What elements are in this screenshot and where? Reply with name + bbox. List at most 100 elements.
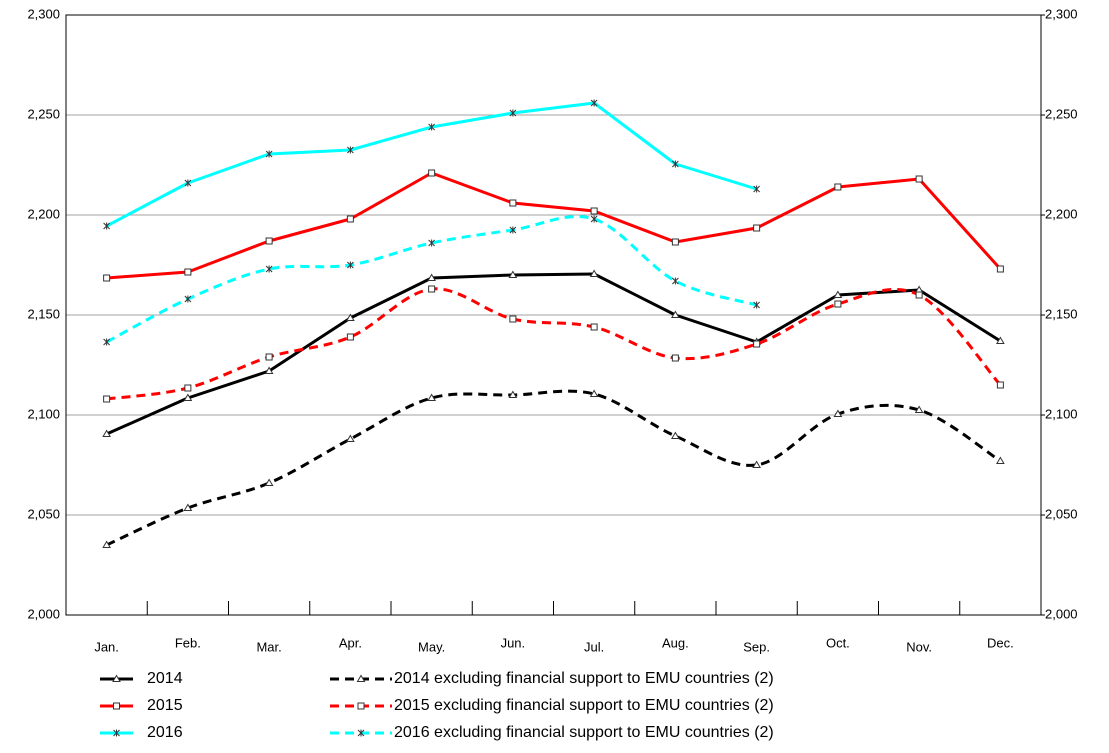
marker [265, 237, 273, 245]
marker [753, 340, 761, 348]
marker [833, 290, 843, 298]
marker [509, 109, 517, 117]
legend-label: 2016 [147, 724, 183, 741]
marker [589, 389, 599, 397]
legend-label: 2016 excluding financial support to EMU … [394, 724, 774, 741]
x-tick-label: Jan. [94, 639, 119, 654]
marker [509, 199, 517, 207]
marker [264, 366, 274, 374]
y2-tick-label: 2,150 [1045, 306, 1078, 321]
marker [102, 429, 111, 437]
marker [184, 295, 192, 303]
y-tick-label: 2,150 [27, 306, 60, 321]
marker [428, 285, 436, 293]
marker [346, 333, 354, 341]
marker [996, 265, 1004, 273]
marker [996, 456, 1005, 464]
marker [184, 384, 192, 392]
marker [996, 336, 1005, 344]
marker [753, 224, 761, 232]
marker [833, 409, 843, 417]
x-tick-label: Aug. [662, 635, 689, 650]
y-tick-label: 2,000 [27, 606, 60, 621]
legend-marker [113, 729, 120, 737]
y2-tick-label: 2,300 [1045, 6, 1078, 21]
marker [103, 395, 111, 403]
series-line [106, 171, 1002, 280]
y-tick-label: 2,100 [27, 406, 60, 421]
marker [834, 300, 842, 308]
marker [428, 169, 436, 177]
marker [671, 310, 680, 318]
x-tick-label: May. [418, 639, 445, 654]
marker [671, 354, 679, 362]
marker [427, 273, 436, 281]
marker [508, 270, 518, 278]
y2-tick-label: 2,200 [1045, 206, 1078, 221]
marker [184, 179, 192, 187]
legend-marker [112, 674, 121, 682]
y-tick-label: 2,200 [27, 206, 60, 221]
marker [509, 226, 517, 234]
marker [915, 175, 923, 183]
marker [346, 313, 355, 321]
marker [590, 323, 598, 331]
marker [346, 434, 355, 442]
x-tick-label: Apr. [339, 635, 362, 650]
marker [265, 353, 273, 361]
marker [589, 269, 599, 277]
legend-marker [113, 702, 120, 710]
marker [347, 261, 354, 269]
y-tick-label: 2,250 [27, 106, 60, 121]
marker [672, 160, 679, 168]
y2-tick-label: 2,250 [1045, 106, 1078, 121]
marker [103, 338, 110, 346]
x-tick-label: Mar. [256, 639, 281, 654]
marker [103, 274, 111, 282]
legend-marker [357, 702, 365, 710]
marker [671, 238, 679, 246]
y2-tick-label: 2,100 [1045, 406, 1078, 421]
marker [753, 301, 760, 309]
y-tick-label: 2,050 [27, 506, 60, 521]
marker [508, 390, 518, 398]
marker [428, 123, 435, 131]
marker [346, 215, 354, 223]
x-tick-label: Feb. [175, 635, 201, 650]
marker [102, 540, 111, 548]
marker [183, 503, 193, 511]
marker [590, 99, 598, 107]
y2-tick-label: 2,050 [1045, 506, 1078, 521]
marker [265, 265, 273, 273]
marker [834, 183, 842, 191]
legend-label: 2014 [147, 670, 183, 687]
marker [590, 215, 598, 223]
y2-tick-label: 2,000 [1045, 606, 1078, 621]
x-tick-label: Sep. [743, 639, 770, 654]
legend-label: 2014 excluding financial support to EMU … [394, 670, 774, 687]
x-tick-label: Oct. [826, 635, 850, 650]
marker [183, 393, 193, 401]
marker [103, 222, 110, 230]
y-tick-label: 2,300 [27, 6, 60, 21]
x-tick-label: Nov. [906, 639, 932, 654]
marker [915, 291, 923, 299]
marker [753, 185, 760, 193]
series-line [106, 272, 1002, 436]
x-tick-label: Dec. [987, 635, 1014, 650]
legend-label: 2015 excluding financial support to EMU … [394, 697, 774, 714]
marker [590, 207, 598, 215]
series-line [106, 389, 1002, 547]
marker [509, 315, 517, 323]
x-tick-label: Jun. [501, 635, 526, 650]
marker [347, 146, 354, 154]
marker [996, 381, 1004, 389]
marker [264, 478, 274, 486]
marker [671, 431, 680, 439]
marker [672, 277, 679, 285]
marker [752, 460, 761, 468]
legend-marker [357, 729, 365, 737]
x-tick-label: Jul. [584, 639, 604, 654]
legend-marker [356, 674, 366, 682]
